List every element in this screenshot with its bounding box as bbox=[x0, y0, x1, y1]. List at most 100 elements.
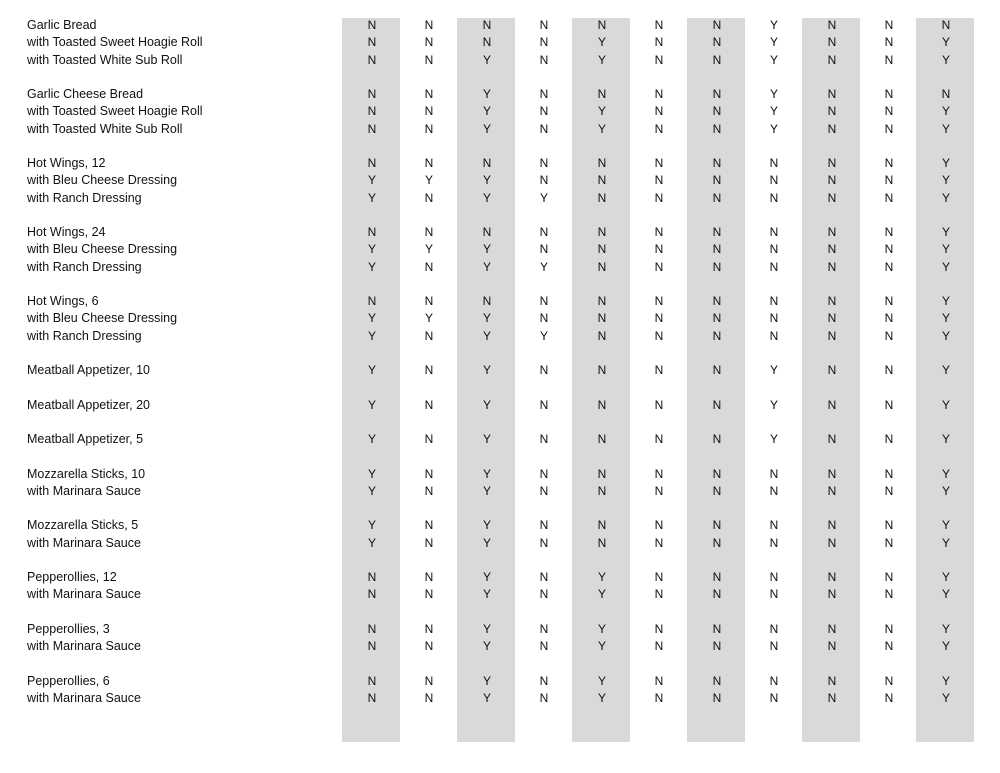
value-cell: N bbox=[884, 121, 894, 136]
value-cell: N bbox=[597, 190, 607, 205]
value-cell: N bbox=[884, 190, 894, 205]
value-cell: N bbox=[367, 621, 377, 636]
value-cell: N bbox=[597, 242, 607, 257]
value-cell: Y bbox=[941, 363, 950, 377]
value-cell: N bbox=[424, 259, 434, 274]
value-cell: N bbox=[769, 294, 779, 308]
value-cell: Y bbox=[941, 242, 950, 257]
value-cell: Y bbox=[482, 518, 491, 533]
value-cell: N bbox=[884, 673, 894, 688]
value-cell: N bbox=[884, 18, 894, 32]
value-cell: N bbox=[769, 190, 779, 205]
value-cell: Y bbox=[424, 173, 433, 188]
value-cell: Y bbox=[941, 259, 950, 274]
value-cell: Y bbox=[941, 121, 950, 136]
value-cell: Y bbox=[769, 35, 778, 50]
value-cell: N bbox=[539, 483, 549, 498]
value-cell: N bbox=[424, 690, 434, 705]
table-row: Mozzarella Sticks, 10 Y N Y N N N N N N N Y bbox=[0, 466, 1000, 483]
value-cell: N bbox=[654, 535, 664, 550]
value-cell: N bbox=[884, 535, 894, 550]
value-cell: N bbox=[827, 690, 837, 705]
value-cell: Y bbox=[941, 587, 950, 602]
value-cell: Y bbox=[482, 535, 491, 550]
value-cell: N bbox=[654, 294, 664, 308]
value-cell: N bbox=[827, 587, 837, 602]
value-cell: N bbox=[539, 311, 549, 326]
value-cell: N bbox=[654, 52, 664, 67]
value-cell: N bbox=[539, 18, 549, 32]
value-cell: N bbox=[597, 397, 607, 412]
value-cell: N bbox=[424, 432, 434, 446]
table-row: with Marinara Sauce Y N Y N N N N N N N Y bbox=[0, 535, 1000, 552]
value-cell: Y bbox=[941, 35, 950, 50]
value-cell: N bbox=[597, 328, 607, 343]
value-cell: N bbox=[827, 87, 837, 101]
value-cell: N bbox=[712, 363, 722, 377]
value-cell: N bbox=[424, 483, 434, 498]
value-cell: N bbox=[424, 225, 434, 239]
value-cell: Y bbox=[367, 173, 376, 188]
value-cell: N bbox=[712, 587, 722, 602]
value-cell: N bbox=[482, 156, 492, 170]
item-label: with Ranch Dressing bbox=[27, 190, 142, 205]
value-cell: Y bbox=[941, 466, 950, 481]
value-cell: N bbox=[884, 104, 894, 119]
value-cell: Y bbox=[941, 225, 950, 239]
spacer-row bbox=[0, 655, 1000, 672]
value-cell: N bbox=[712, 104, 722, 119]
value-cell: N bbox=[597, 259, 607, 274]
table-row: with Ranch Dressing Y N Y Y N N N N N N Y bbox=[0, 328, 1000, 345]
table-row: Garlic Bread N N N N N N N Y N N N bbox=[0, 17, 1000, 34]
value-cell: Y bbox=[367, 363, 376, 377]
value-cell: N bbox=[424, 363, 434, 377]
value-cell: N bbox=[712, 173, 722, 188]
value-cell: Y bbox=[597, 121, 606, 136]
value-cell: N bbox=[712, 673, 722, 688]
value-cell: N bbox=[769, 156, 779, 170]
item-label: Garlic Bread bbox=[27, 18, 97, 32]
value-cell: Y bbox=[482, 328, 491, 343]
table-row: Hot Wings, 12 N N N N N N N N N N Y bbox=[0, 155, 1000, 172]
value-cell: N bbox=[539, 225, 549, 239]
value-cell: N bbox=[424, 35, 434, 50]
value-cell: N bbox=[654, 466, 664, 481]
value-cell: N bbox=[597, 535, 607, 550]
table-row: Meatball Appetizer, 5 Y N Y N N N N Y N N Y bbox=[0, 431, 1000, 448]
value-cell: N bbox=[827, 242, 837, 257]
value-cell: N bbox=[769, 242, 779, 257]
value-cell: N bbox=[769, 587, 779, 602]
value-cell: Y bbox=[597, 690, 606, 705]
value-cell: N bbox=[482, 35, 492, 50]
value-cell: N bbox=[539, 87, 549, 101]
value-cell: N bbox=[884, 432, 894, 446]
value-cell: N bbox=[367, 690, 377, 705]
value-cell: N bbox=[712, 639, 722, 653]
value-cell: N bbox=[884, 35, 894, 50]
table-row: with Bleu Cheese Dressing Y Y Y N N N N N N N Y bbox=[0, 241, 1000, 258]
value-cell: N bbox=[769, 259, 779, 274]
item-label: Hot Wings, 6 bbox=[27, 294, 99, 308]
value-cell: N bbox=[654, 18, 664, 32]
value-cell: N bbox=[712, 225, 722, 239]
value-cell: N bbox=[424, 294, 434, 308]
value-cell: N bbox=[769, 483, 779, 498]
value-cell: N bbox=[654, 673, 664, 688]
value-cell: N bbox=[712, 190, 722, 205]
table-row: with Toasted White Sub Roll N N Y N Y N N Y N N Y bbox=[0, 121, 1000, 138]
value-cell: N bbox=[597, 518, 607, 533]
column-shade bbox=[342, 18, 400, 742]
value-cell: Y bbox=[941, 190, 950, 205]
value-cell: Y bbox=[597, 673, 606, 688]
value-cell: Y bbox=[941, 173, 950, 188]
value-cell: Y bbox=[941, 690, 950, 705]
item-label: with Ranch Dressing bbox=[27, 259, 142, 274]
value-cell: N bbox=[424, 639, 434, 653]
value-cell: N bbox=[424, 621, 434, 636]
value-cell: N bbox=[539, 363, 549, 377]
item-label: with Toasted Sweet Hoagie Roll bbox=[27, 104, 203, 119]
value-cell: N bbox=[769, 570, 779, 584]
item-label: with Bleu Cheese Dressing bbox=[27, 173, 178, 188]
value-cell: Y bbox=[482, 242, 491, 257]
item-label: with Ranch Dressing bbox=[27, 328, 142, 343]
